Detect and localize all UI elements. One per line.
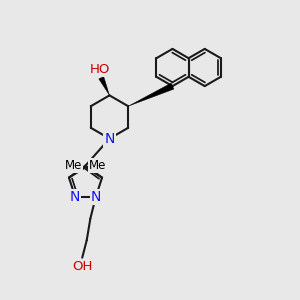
Polygon shape (128, 83, 174, 106)
Text: N: N (70, 190, 80, 204)
Text: N: N (91, 190, 101, 204)
Text: N: N (104, 132, 115, 145)
Text: OH: OH (72, 260, 92, 273)
Text: HO: HO (90, 63, 110, 76)
Text: Me: Me (89, 159, 106, 172)
Polygon shape (99, 76, 110, 95)
Text: Me: Me (65, 159, 82, 172)
